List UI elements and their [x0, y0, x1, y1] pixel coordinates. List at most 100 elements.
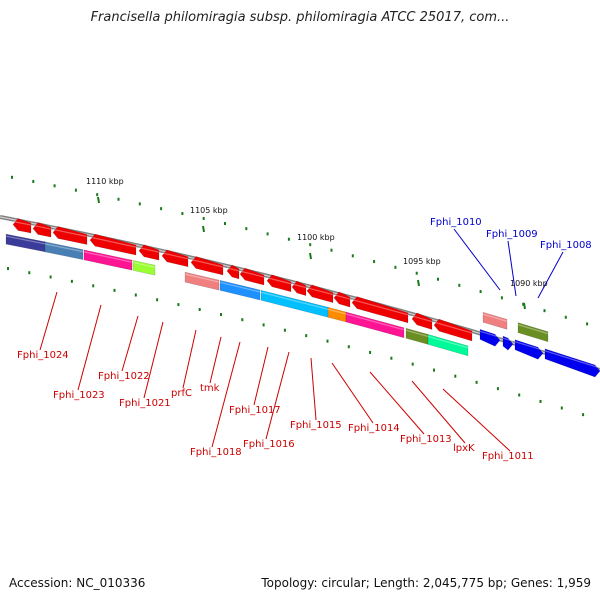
gene-label: Fphi_1013 [400, 434, 452, 445]
gene-sheen [12, 220, 32, 226]
gene-label: Fphi_1014 [348, 423, 400, 434]
gene-feature [502, 335, 514, 351]
gene-sheen [433, 321, 473, 334]
leader-line [211, 341, 241, 448]
gene-feature [184, 271, 220, 291]
gene-feature [266, 274, 292, 293]
gene-sheen [190, 258, 224, 268]
leader-line [265, 351, 290, 440]
major-tick [202, 225, 205, 233]
gene-feature [345, 311, 405, 339]
leader-line [331, 362, 374, 424]
gene-sheen [184, 273, 220, 283]
gene-feature [517, 322, 549, 343]
gene-sheen [479, 330, 501, 338]
gene-sheen [333, 294, 351, 300]
gene-label: Fphi_1008 [540, 240, 592, 251]
gene-label: lpxK [453, 443, 475, 454]
gene-feature [479, 328, 501, 347]
gene-feature [89, 233, 137, 256]
gene-sheen [502, 337, 514, 342]
major-tick [523, 302, 526, 310]
gene-label: Fphi_1010 [430, 217, 482, 228]
gene-sheen [517, 324, 549, 335]
leader-line [209, 336, 222, 384]
gene-sheen [226, 267, 240, 272]
gene-sheen [52, 228, 88, 238]
gene-feature [44, 241, 84, 261]
leader-line [121, 315, 139, 372]
gene-label: tmk [200, 383, 220, 394]
gene-sheen [89, 236, 137, 248]
gene-sheen [514, 341, 544, 351]
gene-sheen [219, 281, 261, 293]
gene-label: Fphi_1022 [98, 371, 150, 382]
tick-marks [7, 175, 589, 417]
gene-feature [132, 260, 156, 276]
gene-label: Fphi_1011 [482, 451, 534, 462]
gene-label: Fphi_1017 [229, 405, 281, 416]
gene-sheen [291, 283, 307, 289]
gene-feature [291, 280, 307, 296]
gene-labels: Fphi_1024 Fphi_1023 Fphi_1022 Fphi_1021prfC… [17, 217, 592, 462]
gene-label: Fphi_1021 [119, 398, 171, 409]
gene-sheen [5, 235, 47, 245]
gene-feature [514, 339, 544, 360]
leader-line [369, 371, 425, 435]
gene-sheen [544, 350, 600, 369]
leader-line [507, 240, 517, 297]
gene-feature [239, 267, 265, 286]
gene-feature [433, 318, 473, 342]
gene-feature [12, 218, 32, 234]
kbp-label: 1090 kbp [510, 279, 548, 288]
gene-sheen [482, 313, 508, 322]
gene-sheen [411, 315, 433, 323]
gene-features [5, 218, 600, 378]
leader-line [310, 357, 317, 421]
gene-sheen [351, 299, 409, 316]
gene-feature [482, 311, 508, 330]
label-leader-lines [39, 228, 564, 452]
major-tick [97, 196, 100, 204]
gene-sheen [239, 270, 265, 278]
leader-line [39, 291, 58, 351]
leader-line [537, 251, 564, 299]
accession-text: Accession: NC_010336 [9, 576, 146, 590]
major-tick [309, 252, 312, 260]
gene-sheen [138, 247, 160, 253]
gene-feature [138, 244, 160, 261]
gene-feature [411, 312, 433, 330]
leader-line [453, 228, 501, 291]
gene-label: Fphi_1016 [243, 439, 295, 450]
gene-feature [226, 264, 240, 280]
kbp-scale: 1110 kbp 1105 kbp 1100 kbp 1095 kbp 1090 kbp [86, 177, 548, 288]
kbp-label: 1100 kbp [297, 233, 335, 242]
gene-label: Fphi_1018 [190, 447, 242, 458]
leader-line [77, 304, 102, 391]
kbp-label: 1105 kbp [190, 206, 228, 215]
leader-line [442, 388, 511, 452]
genome-stats-text: Topology: circular; Length: 2,045,775 bp… [261, 576, 591, 590]
gene-sheen [306, 287, 334, 296]
gene-sheen [161, 252, 189, 260]
kbp-label: 1110 kbp [86, 177, 124, 186]
gene-label: Fphi_1024 [17, 350, 69, 361]
gene-feature [219, 279, 261, 301]
gene-sheen [132, 261, 156, 268]
gene-feature [161, 249, 189, 268]
gene-label: Fphi_1015 [290, 420, 342, 431]
map-title: Francisella philomiragia subsp. philomir… [90, 10, 510, 25]
gene-label: Fphi_1023 [53, 390, 105, 401]
gene-sheen [44, 243, 84, 253]
gene-feature [52, 226, 88, 245]
gene-sheen [327, 308, 347, 315]
gene-feature [32, 222, 52, 238]
gene-label: Fphi_1009 [486, 229, 538, 240]
gene-feature [333, 291, 351, 308]
gene-feature [83, 249, 133, 271]
gene-feature [306, 284, 334, 303]
leader-line [143, 321, 164, 399]
major-tick [417, 279, 420, 287]
leader-line [411, 380, 466, 444]
